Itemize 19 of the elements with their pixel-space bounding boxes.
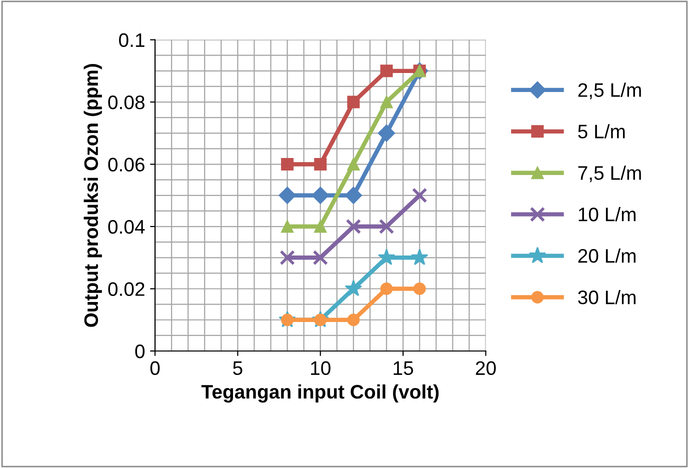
- y-tick-label: 0: [135, 344, 145, 358]
- x-tick-label: 10: [311, 361, 330, 376]
- y-tick-label: 0.02: [108, 282, 144, 296]
- legend-label: 2,5 L/m: [578, 82, 641, 100]
- y-tick-label: 0.04: [108, 220, 145, 234]
- x-tick-label: 5: [233, 361, 242, 376]
- legend-label: 7,5 L/m: [578, 166, 641, 182]
- y-axis-title: Output produksi Ozon (ppm): [84, 64, 102, 327]
- y-tick-label: 0.1: [119, 33, 144, 48]
- y-tick-label: 0.08: [108, 95, 144, 110]
- x-tick-label: 15: [394, 361, 414, 376]
- x-tick-label: 0: [150, 361, 160, 376]
- x-tick-label: 20: [476, 361, 496, 376]
- legend-label: 10 L/m: [578, 207, 636, 222]
- legend-label: 30 L/m: [578, 290, 636, 304]
- x-axis-title: Tegangan input Coil (volt): [201, 384, 439, 403]
- legend-label: 20 L/m: [578, 248, 636, 263]
- y-tick-label: 0.06: [108, 158, 144, 172]
- legend-label: 5 L/m: [578, 124, 625, 138]
